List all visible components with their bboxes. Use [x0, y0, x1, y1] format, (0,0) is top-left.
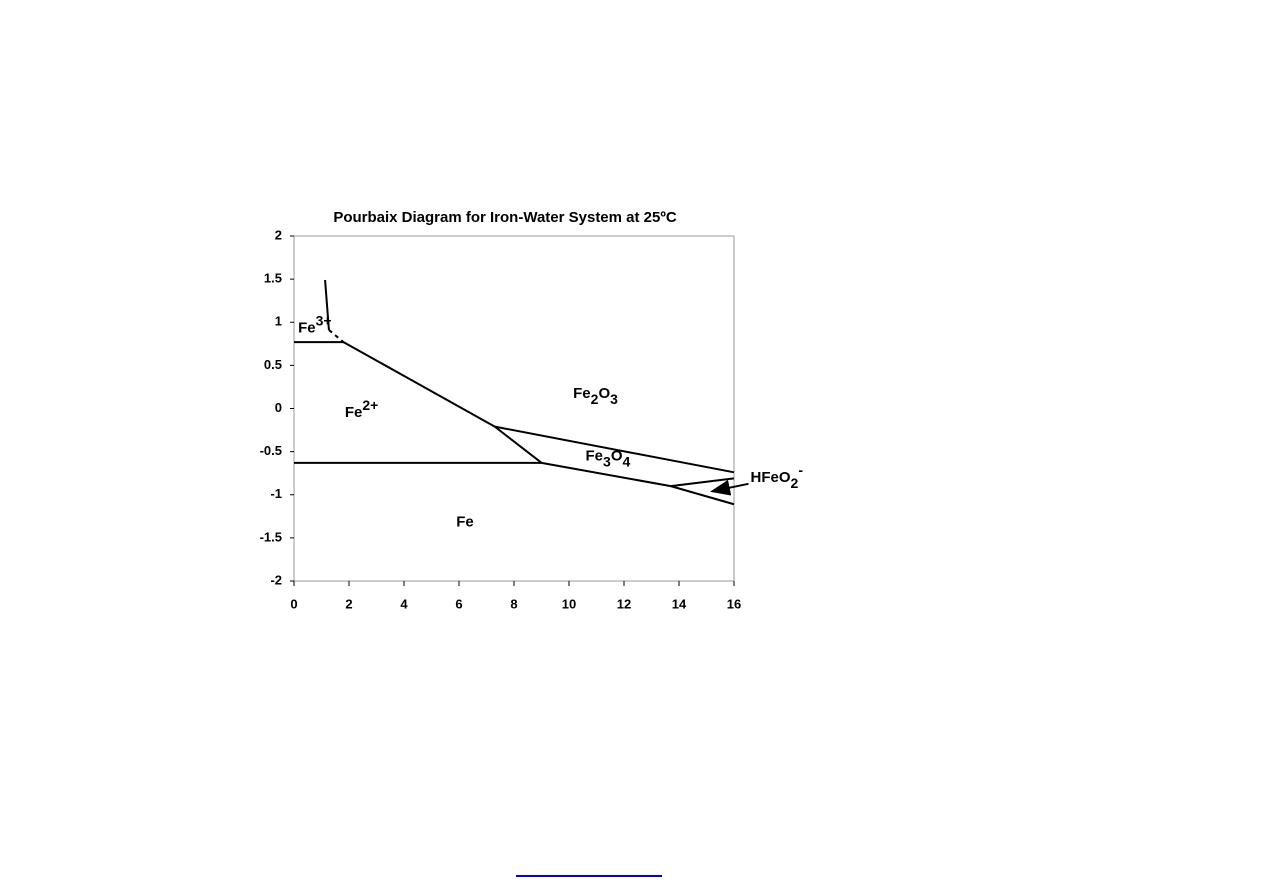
x-tick-label: 8: [510, 596, 517, 611]
label-part: Fe: [345, 404, 363, 421]
region-label: Fe2+: [345, 397, 378, 421]
x-tick-label: 10: [562, 596, 576, 611]
y-tick-label: -1.5: [260, 529, 282, 544]
label-part: 2: [591, 391, 599, 407]
region-label: Fe: [456, 514, 474, 531]
x-tick-label: 12: [617, 596, 631, 611]
boundary-line: [343, 341, 496, 428]
region-label: Fe3+: [298, 313, 331, 337]
y-tick-label: -2: [270, 572, 282, 587]
boundary-line: [324, 279, 330, 331]
boundary-line: [494, 425, 543, 464]
y-tick-label: -0.5: [260, 443, 282, 458]
y-tick-label: 0.5: [264, 357, 282, 372]
y-tick-label: -1: [270, 486, 282, 501]
label-arrow: [710, 479, 749, 496]
label-part: O: [611, 447, 623, 464]
label-part: 2+: [362, 397, 378, 413]
region-label: Fe2O3: [573, 385, 618, 407]
x-tick-label: 14: [672, 596, 687, 611]
label-part: 3+: [316, 313, 332, 329]
region-label: Fe3O4: [586, 447, 631, 469]
chart: Pourbaix Diagram for Iron-Water System a…: [260, 209, 804, 611]
label-part: Fe: [456, 514, 474, 531]
label-part: O: [598, 385, 610, 402]
x-tick-label: 6: [455, 596, 462, 611]
x-tick-label: 16: [727, 596, 741, 611]
label-part: -: [798, 462, 803, 478]
boundary-line: [328, 329, 345, 343]
label-part: 4: [622, 453, 630, 469]
label-part: Fe: [573, 385, 591, 402]
label-part: Fe: [298, 320, 316, 337]
label-part: 2: [791, 475, 799, 491]
region-label: HFeO2-: [751, 462, 804, 491]
label-part: Fe: [586, 447, 604, 464]
label-part: 3: [610, 391, 618, 407]
boundary-line: [494, 425, 735, 474]
y-tick-label: 1.5: [264, 271, 282, 286]
x-tick-label: 0: [290, 596, 297, 611]
chart-title: Pourbaix Diagram for Iron-Water System a…: [333, 209, 677, 226]
label-part: 3: [603, 453, 611, 469]
x-tick-label: 4: [400, 596, 408, 611]
x-tick-label: 2: [345, 596, 352, 611]
link[interactable]: [516, 875, 662, 877]
y-tick-label: 2: [275, 227, 282, 242]
y-tick-label: 0: [275, 400, 282, 415]
y-tick-label: 1: [275, 314, 282, 329]
boundary-line: [541, 461, 671, 488]
boundary-line: [670, 485, 735, 506]
label-part: HFeO: [751, 469, 791, 486]
boundary-line: [670, 477, 735, 488]
